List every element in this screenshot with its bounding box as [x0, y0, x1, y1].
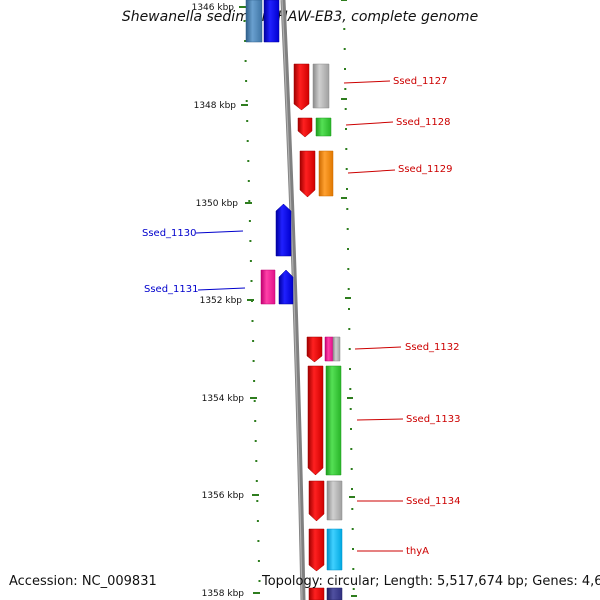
gene-ssed-1133[interactable] [307, 365, 342, 476]
ring-dot [347, 248, 349, 250]
ring-dot [254, 440, 257, 442]
tick-label-1358: 1358 kbp [202, 589, 245, 599]
tick-label-1352: 1352 kbp [200, 296, 243, 306]
ring-dot [257, 560, 260, 562]
ring-dot [352, 588, 355, 590]
gene-label-ssed-1130[interactable]: Ssed_1130 [142, 228, 197, 239]
ring-dot [343, 48, 346, 50]
ring-dot [257, 540, 260, 542]
label-leader [356, 418, 404, 421]
tick-label-1350: 1350 kbp [196, 199, 239, 209]
ring-dot [258, 580, 261, 582]
gene-thya[interactable] [308, 528, 343, 572]
ring-dot [350, 428, 352, 430]
ring-dot [348, 308, 350, 310]
ring-dot [249, 260, 252, 262]
gene-ssed-1130[interactable] [275, 203, 292, 257]
ring-dot [350, 448, 353, 450]
label-leader [354, 346, 402, 350]
ring-dot [256, 500, 259, 502]
ring-dot [253, 400, 256, 402]
ring-dot [351, 488, 353, 490]
gene-ssed-1129[interactable] [299, 150, 334, 198]
ring-dot [244, 60, 247, 62]
ring-dot [347, 268, 350, 270]
ring-dot [352, 568, 355, 570]
tick-label-1356: 1356 kbp [202, 491, 245, 501]
label-leader [195, 230, 244, 234]
ring-dot [346, 188, 348, 190]
ring-dot [243, 20, 246, 22]
ring-dot [351, 508, 354, 510]
gene-ssed-1132[interactable] [306, 336, 341, 363]
ring-dot [349, 388, 352, 390]
summary-text: Topology: circular; Length: 5,517,674 bp… [262, 574, 600, 589]
ring-dot [345, 148, 348, 150]
gene-partial-bottom[interactable] [308, 587, 343, 600]
ring-dot [255, 460, 258, 462]
ring-dot [255, 480, 258, 482]
ring-dot [345, 168, 348, 170]
ring-dot [249, 240, 252, 242]
ring-dot [350, 468, 353, 470]
ring-dot [248, 220, 251, 222]
scale-ticks: 1346 kbp 1348 kbp 1350 kbp 1352 kbp 1354… [192, 0, 357, 599]
label-leader [343, 80, 391, 84]
ring-dot [253, 380, 256, 382]
gene-ssed-1128[interactable] [297, 117, 332, 138]
ring-dot [346, 208, 349, 210]
label-leader [347, 169, 396, 174]
gene-label-ssed-1134[interactable]: Ssed_1134 [406, 496, 461, 507]
gene-ssed-1134[interactable] [308, 480, 343, 522]
gene-label-ssed-1128[interactable]: Ssed_1128 [396, 117, 451, 128]
gene-partial-top[interactable] [245, 0, 280, 43]
backbone-line [280, 0, 306, 600]
ring-dots-left [243, 20, 261, 582]
ring-dot [346, 228, 349, 230]
ring-dot [349, 408, 352, 410]
ring-dot [344, 68, 346, 70]
ring-dot [246, 120, 249, 122]
ring-dot [344, 108, 347, 110]
gene-ssed-1131[interactable] [260, 269, 294, 305]
ring-dots-right [343, 28, 355, 590]
label-leader [197, 287, 246, 291]
ring-dot [250, 280, 253, 282]
ring-dot [246, 140, 249, 142]
ring-dot [247, 180, 250, 182]
ring-dot [252, 360, 255, 362]
ring-dot [251, 320, 254, 322]
gene-ssed-1127[interactable] [293, 63, 330, 111]
ring-dot [244, 40, 247, 42]
ring-dot [347, 288, 350, 290]
tick-label-1346: 1346 kbp [192, 3, 235, 13]
ring-dot [245, 100, 248, 102]
gene-label-ssed-1133[interactable]: Ssed_1133 [406, 414, 461, 425]
ring-dot [345, 128, 347, 130]
tick-label-1348: 1348 kbp [194, 101, 237, 111]
gene-label-ssed-1129[interactable]: Ssed_1129 [398, 164, 453, 175]
tick-label-1354: 1354 kbp [202, 394, 245, 404]
map-title: Shewanella sediminis HAW-EB3, complete g… [121, 9, 479, 25]
ring-dot [351, 528, 354, 530]
gene-label-thya[interactable]: thyA [406, 546, 429, 557]
ring-dot [348, 328, 351, 330]
ring-dot [352, 548, 354, 550]
ring-dot [252, 340, 255, 342]
ring-dot [254, 420, 257, 422]
label-leader [345, 121, 394, 126]
ring-dot [248, 200, 251, 202]
gene-label-ssed-1127[interactable]: Ssed_1127 [393, 76, 448, 87]
accession-text: Accession: NC_009831 [9, 574, 157, 589]
ring-dot [247, 160, 250, 162]
ring-dot [344, 88, 347, 90]
gene-label-ssed-1132[interactable]: Ssed_1132 [405, 342, 460, 353]
ring-dot [256, 520, 259, 522]
ring-dot [348, 348, 351, 350]
ring-dot [343, 28, 346, 30]
ring-dot [245, 80, 248, 82]
ring-dot [349, 368, 351, 370]
gene-label-ssed-1131[interactable]: Ssed_1131 [144, 284, 199, 295]
